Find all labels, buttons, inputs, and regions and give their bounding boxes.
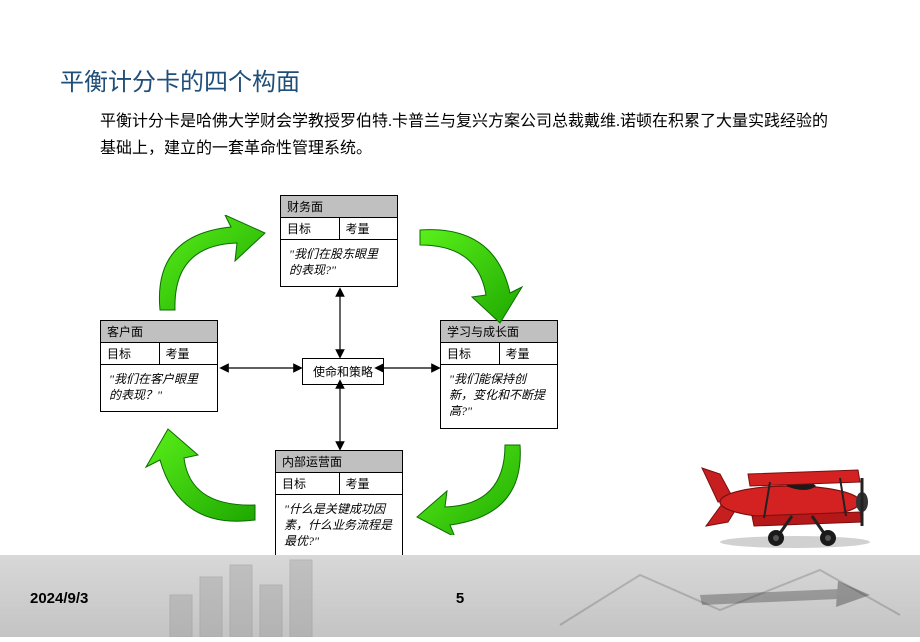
- box-financial: 财务面 目标 考量 "我们在股东眼里的表现?": [280, 195, 398, 287]
- col-measure: 考量: [340, 473, 403, 494]
- box-learning-cols: 目标 考量: [441, 343, 557, 365]
- col-measure: 考量: [160, 343, 218, 364]
- cycle-arrow-lt-icon: [145, 215, 275, 325]
- cycle-arrow-rb-icon: [405, 425, 535, 535]
- box-internal: 内部运营面 目标 考量 "什么是关键成功因素，什么业务流程是最优?": [275, 450, 403, 559]
- cycle-arrow-bl-icon: [140, 425, 270, 535]
- box-internal-q: "什么是关键成功因素，什么业务流程是最优?": [276, 495, 402, 558]
- connector-left: [220, 363, 302, 373]
- slide-body: 平衡计分卡的四个构面 平衡计分卡是哈佛大学财会学教授罗伯特.卡普兰与复兴方案公司…: [0, 0, 920, 555]
- box-internal-cols: 目标 考量: [276, 473, 402, 495]
- col-measure: 考量: [340, 218, 398, 239]
- box-financial-title: 财务面: [281, 196, 397, 218]
- box-customer-q: "我们在客户眼里的表现？": [101, 365, 217, 411]
- connector-bottom: [335, 380, 345, 450]
- box-internal-title: 内部运营面: [276, 451, 402, 473]
- col-goal: 目标: [101, 343, 160, 364]
- footer-page: 5: [456, 590, 464, 607]
- box-financial-q: "我们在股东眼里的表现?": [281, 240, 397, 286]
- connector-top: [335, 288, 345, 358]
- col-measure: 考量: [500, 343, 558, 364]
- col-goal: 目标: [441, 343, 500, 364]
- airplane-icon: [700, 440, 890, 550]
- col-goal: 目标: [281, 218, 340, 239]
- box-learning-q: "我们能保持创新，变化和不断提高?": [441, 365, 557, 428]
- cycle-arrow-tr-icon: [400, 215, 530, 325]
- col-goal: 目标: [276, 473, 340, 494]
- box-financial-cols: 目标 考量: [281, 218, 397, 240]
- box-learning: 学习与成长面 目标 考量 "我们能保持创新，变化和不断提高?": [440, 320, 558, 429]
- page-title: 平衡计分卡的四个构面: [60, 62, 300, 97]
- bsc-diagram: 财务面 目标 考量 "我们在股东眼里的表现?" 客户面 目标 考量 "我们在客户…: [80, 170, 600, 550]
- footer-date: 2024/9/3: [30, 590, 88, 607]
- box-customer: 客户面 目标 考量 "我们在客户眼里的表现？": [100, 320, 218, 412]
- connector-right: [375, 363, 440, 373]
- intro-paragraph: 平衡计分卡是哈佛大学财会学教授罗伯特.卡普兰与复兴方案公司总裁戴维.诺顿在积累了…: [100, 108, 840, 162]
- box-customer-cols: 目标 考量: [101, 343, 217, 365]
